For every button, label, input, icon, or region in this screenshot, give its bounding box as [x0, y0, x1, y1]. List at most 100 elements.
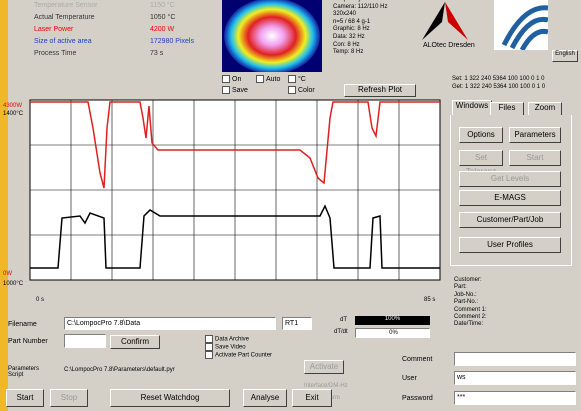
- camera-line: Temp: 8 Hz: [333, 49, 364, 56]
- status-label: Process Time: [34, 50, 77, 57]
- bottom-button[interactable]: Reset Watchdog: [110, 389, 230, 407]
- side-button[interactable]: Start: [509, 150, 561, 166]
- label: Parameters Script: [8, 366, 40, 378]
- bottom-button[interactable]: Stop: [50, 389, 88, 407]
- set-get-line: Set: 1 322 240 5364 100 100 0 1 0: [452, 76, 545, 82]
- label: User: [402, 375, 417, 382]
- side-button[interactable]: Customer/Part/Job: [459, 212, 561, 228]
- company-logo: [422, 2, 468, 40]
- script-path: C:\LompocPro 7.8\Parameters\default.pyr: [64, 367, 175, 373]
- axis-label: 1400°C: [3, 111, 24, 117]
- info-fields: Customer: Part: Job-No.: Part-No.: Comment 1…: [454, 277, 487, 329]
- run-input[interactable]: RT1: [282, 317, 312, 330]
- checkbox-box[interactable]: [222, 86, 230, 94]
- side-button[interactable]: E-MAGS: [459, 190, 561, 206]
- status-value: 4200 W: [150, 26, 175, 33]
- filename-input[interactable]: C:\LompocPro 7.8\Data: [64, 317, 276, 330]
- part-input[interactable]: [64, 334, 106, 348]
- checkbox-label: °C: [298, 75, 306, 83]
- checkbox-label: Auto: [266, 75, 281, 83]
- bottom-button[interactable]: Exit: [292, 389, 332, 407]
- info-field: Part-No.:: [454, 299, 479, 306]
- label: Filename: [8, 321, 37, 328]
- refresh-plot-button[interactable]: Refresh Plot: [344, 84, 416, 97]
- side-strip: [0, 0, 8, 411]
- side-button[interactable]: Parameters: [509, 127, 561, 143]
- camera-line: Data: 32 Hz: [333, 33, 365, 40]
- tab-panel: [450, 115, 572, 266]
- status-value: 1050 °C: [150, 14, 176, 21]
- laser-power-trace: [30, 101, 440, 189]
- status-value: 73 s: [150, 50, 164, 57]
- set-get-line: Get: 1 322 240 5364 100 100 0 1 0: [452, 84, 546, 90]
- info-field: Comment 1:: [454, 306, 487, 313]
- checkbox[interactable]: Auto: [256, 75, 280, 83]
- checkbox-label: Data Archive: [215, 336, 250, 343]
- bottom-button[interactable]: Start: [6, 389, 44, 407]
- checkbox-box[interactable]: [256, 75, 264, 83]
- checkbox[interactable]: °C: [288, 75, 306, 83]
- side-button[interactable]: User Profiles: [459, 237, 561, 253]
- checkbox-box[interactable]: [288, 86, 296, 94]
- camera-line: n=5 / 68 4 g-1: [333, 18, 371, 25]
- info-field: Comment 2:: [454, 314, 487, 321]
- tab[interactable]: Zoom: [528, 102, 562, 115]
- label: Comment: [402, 356, 433, 363]
- camera-line: Con: 8 Hz: [333, 41, 360, 48]
- checkbox-label: Color: [298, 86, 315, 94]
- checkbox-label: Save: [232, 86, 248, 94]
- axis-label: 4300W: [3, 103, 22, 109]
- side-button[interactable]: Options: [459, 127, 503, 143]
- info-field: Job-No.:: [454, 291, 477, 298]
- checkbox-box[interactable]: [222, 75, 230, 83]
- axis-label: 0 s: [36, 297, 44, 303]
- side-button[interactable]: Get Levels: [459, 171, 561, 187]
- checkbox[interactable]: Activate Part Counter: [205, 351, 272, 359]
- camera-info: Frequency InfosCamera: 112/110 Hz320x240…: [333, 0, 387, 57]
- checkbox[interactable]: On: [222, 75, 241, 83]
- thermal-image: [222, 0, 322, 72]
- tab[interactable]: Windows: [452, 100, 492, 115]
- checkbox-label: Activate Part Counter: [215, 352, 273, 359]
- status-label: Size of active area: [34, 38, 92, 45]
- label: dT/dt: [334, 329, 348, 335]
- info-field: Part:: [454, 284, 467, 291]
- status-label: Temperature Sensor: [34, 2, 98, 9]
- checkbox[interactable]: Save: [222, 86, 248, 94]
- status-label: Actual Temperature: [34, 14, 95, 21]
- faded-check[interactable]: Interface/DM-Hz: [304, 383, 348, 389]
- text-input[interactable]: [454, 352, 576, 366]
- axis-label: 85 s: [424, 297, 435, 303]
- text-input[interactable]: ws: [454, 371, 576, 385]
- camera-line: Camera: 112/110 Hz: [333, 3, 388, 10]
- dtdt-box: 0%: [355, 328, 430, 338]
- temperature-trace: [30, 204, 440, 269]
- plot: 4300W 1400°C 0W 1000°C 0 s 85 s: [3, 99, 441, 303]
- status-value: 1150 °C: [150, 2, 175, 9]
- activate-button[interactable]: Activate: [304, 360, 344, 374]
- checkbox-box[interactable]: [288, 75, 296, 83]
- language-button[interactable]: English: [552, 50, 578, 62]
- camera-line: Graphic: 8 Hz: [333, 26, 370, 33]
- camera-line: Frequency Infos: [333, 0, 387, 4]
- confirm-button[interactable]: Confirm: [110, 335, 160, 349]
- checkbox-box[interactable]: [205, 343, 213, 351]
- axis-label: 1000°C: [3, 281, 24, 287]
- bottom-button[interactable]: Analyse: [243, 389, 287, 407]
- status-label: Laser Power: [34, 26, 74, 33]
- checkbox[interactable]: Color: [288, 86, 315, 94]
- label: Password: [402, 395, 433, 402]
- checkbox-box[interactable]: [205, 351, 213, 359]
- text-input[interactable]: ***: [454, 391, 576, 405]
- label: Part Number: [8, 338, 48, 345]
- checkbox[interactable]: Data Archive: [205, 335, 249, 343]
- checkbox[interactable]: Save Video: [205, 343, 246, 351]
- checkbox-label: Save Video: [215, 344, 246, 351]
- dt-bar: 100%: [355, 316, 430, 325]
- set-get: Set: 1 322 240 5364 100 100 0 1 0 Get: 1 …: [452, 75, 545, 91]
- checkbox-box[interactable]: [205, 335, 213, 343]
- checkbox-label: On: [232, 75, 242, 83]
- tab[interactable]: Files: [490, 102, 524, 115]
- side-button[interactable]: Set Toleranz: [459, 150, 503, 176]
